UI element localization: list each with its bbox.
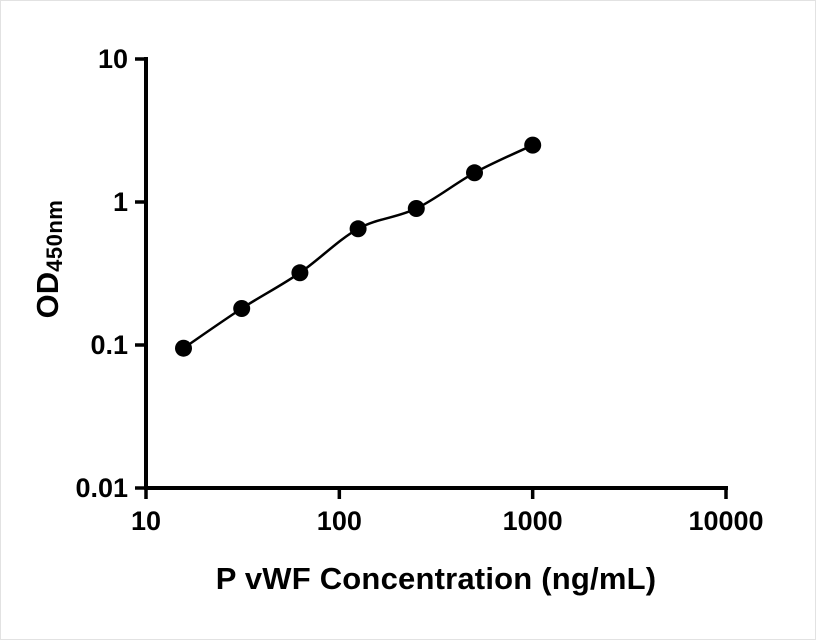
data-point bbox=[524, 136, 542, 154]
y-axis-title-main: OD bbox=[30, 271, 65, 319]
data-point bbox=[407, 200, 425, 217]
x-axis-title: P vWF Concentration (ng/mL) bbox=[215, 561, 657, 596]
y-tick-label: 0.1 bbox=[90, 330, 128, 360]
data-point bbox=[349, 220, 367, 238]
y-tick-label: 1 bbox=[113, 187, 128, 217]
axes-line bbox=[144, 57, 728, 490]
x-tick-label: 100 bbox=[317, 506, 362, 536]
x-tick-label: 10000 bbox=[688, 506, 763, 536]
y-tick-label: 10 bbox=[98, 44, 128, 74]
data-point bbox=[466, 164, 483, 182]
x-tick-label: 10 bbox=[131, 506, 161, 536]
data-point bbox=[291, 264, 309, 282]
y-axis-title: OD450nm bbox=[30, 199, 67, 319]
data-point bbox=[175, 339, 192, 357]
x-tick-label: 1000 bbox=[503, 506, 563, 536]
y-axis-title-subscript: 450nm bbox=[41, 199, 67, 272]
y-tick-label: 0.01 bbox=[75, 473, 128, 503]
data-point bbox=[233, 300, 251, 317]
